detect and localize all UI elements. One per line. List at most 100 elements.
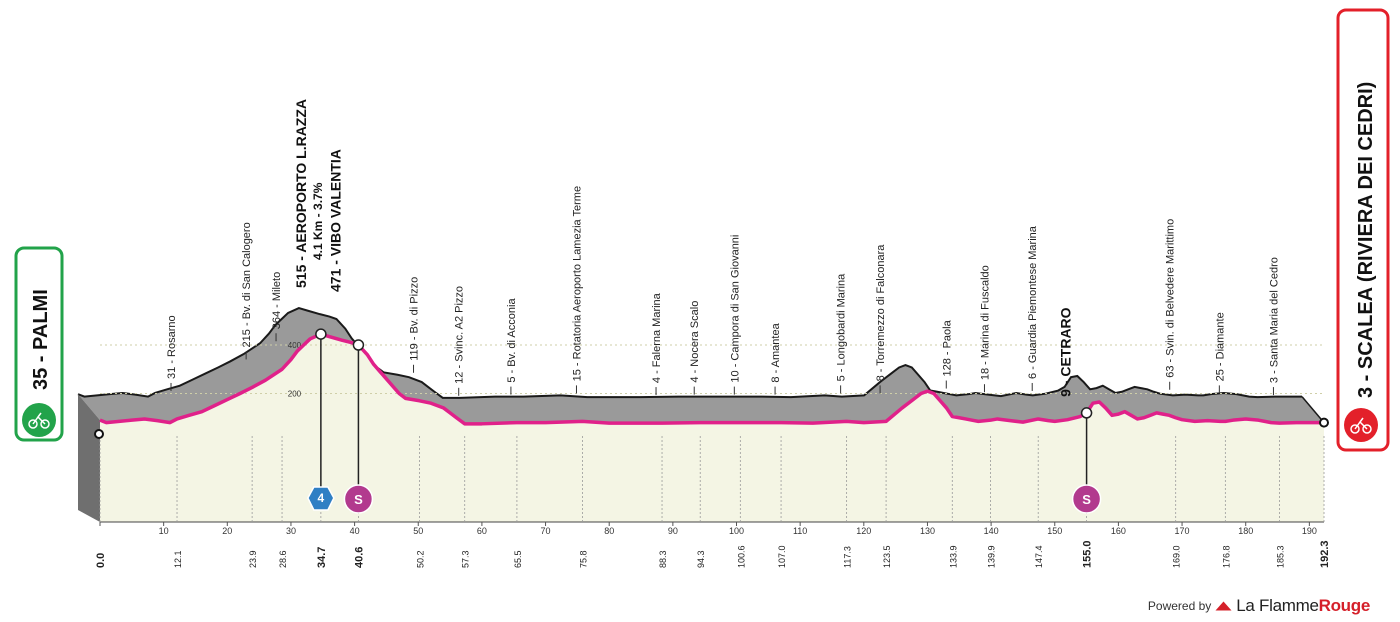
x-tick-label: 80 — [604, 526, 614, 536]
km-label: 192.3 — [1319, 540, 1331, 568]
waypoint-label: 4 - Nocera Scalo — [689, 301, 701, 383]
km-label: 23.9 — [248, 550, 258, 568]
start-bike-icon — [22, 403, 56, 437]
start-finish: 35 - PALMI 3 - SCALEA (RIVIERA DEI CEDRI) — [14, 8, 1390, 452]
sprint-symbol: S — [354, 492, 363, 507]
km-label: 100.6 — [736, 545, 746, 568]
km-label: 0.0 — [95, 553, 107, 568]
km-label: 57.3 — [461, 550, 471, 568]
x-tick-label: 140 — [984, 526, 999, 536]
km-label: 147.4 — [1034, 545, 1044, 568]
sprint-label: 471 - VIBO VALENTIA — [327, 149, 343, 292]
x-tick-label: 10 — [159, 526, 169, 536]
km-marks: 0.0 12.1 23.9 28.6 34.7 40.6 50.2 57.3 65.5 75.8 8… — [95, 436, 1331, 568]
sprint-symbol: S — [1082, 492, 1091, 507]
x-tick-label: 70 — [541, 526, 551, 536]
km-label: 123.5 — [882, 545, 892, 568]
start-bike-wheel-b — [40, 419, 50, 429]
relief-ridge-line — [77, 307, 1302, 399]
km-label: 75.8 — [578, 550, 588, 568]
waypoint-label: 25 - Diamante — [1214, 312, 1226, 381]
powered-by-label: Powered by — [1147, 599, 1212, 613]
km-label: 107.0 — [777, 545, 787, 568]
waypoint-label: 8 - Torremezzo di Falconara — [875, 244, 887, 382]
waypoint-label: 8 - Amantea — [770, 322, 782, 382]
relief-right-edge — [1301, 396, 1325, 424]
ground-area — [100, 334, 1324, 523]
climb-point — [315, 328, 327, 340]
climb-category-icon — [307, 486, 335, 511]
x-tick-label: 90 — [668, 526, 678, 536]
brand-name: La FlammeRouge — [1236, 596, 1370, 616]
relief-band — [77, 307, 1325, 522]
elevation-profile — [99, 332, 1324, 426]
special-marks: 4 515 - AEROPORTO L.RAZZA 4.1 Km - 3.7% S 47… — [293, 99, 1102, 514]
km-label: 139.9 — [986, 545, 996, 568]
x-tick-label: 170 — [1175, 526, 1190, 536]
km-label: 28.6 — [278, 550, 288, 568]
sprint-label: 9 - CETRARO — [1058, 307, 1074, 397]
x-tick-label: 150 — [1047, 526, 1062, 536]
climb-label: 515 - AEROPORTO L.RAZZA — [293, 99, 309, 288]
km-label: 65.5 — [513, 550, 523, 568]
finish-box — [1336, 8, 1390, 452]
x-tick-label: 190 — [1302, 526, 1317, 536]
x-tick-label: 130 — [920, 526, 935, 536]
waypoint-label: 3 - Santa Maria del Cedro — [1268, 257, 1280, 383]
x-tick-label: 50 — [413, 526, 423, 536]
waypoint-label: 128 - Paola — [941, 319, 953, 376]
brand-part-a: La Flamme — [1236, 596, 1319, 615]
waypoint-label: 6 - Guardia Piemontese Marina — [1027, 225, 1039, 379]
start-label: 35 - PALMI — [30, 289, 52, 390]
sprint-icon — [343, 484, 374, 514]
waypoint-label: 215 - Bv. di San Calogero — [241, 222, 253, 347]
km-label: 176.8 — [1221, 545, 1231, 568]
waypoint-label: 5 - Bv. di Acconia — [506, 298, 518, 383]
finish-bike-frame — [1354, 417, 1368, 430]
start-box — [14, 246, 64, 442]
km-label: 133.9 — [948, 545, 958, 568]
waypoint-label: 15 - Rotatoria Aeroporto Lamezia Terme — [571, 186, 583, 381]
finish-label: 3 - SCALEA (RIVIERA DEI CEDRI) — [1355, 82, 1377, 398]
waypoints: 31 - Rosarno 215 - Bv. di San Calogero 364… — [166, 186, 1280, 396]
km-label: 117.3 — [843, 546, 853, 568]
start-point — [94, 429, 104, 439]
km-label: 88.3 — [658, 550, 668, 568]
km-label: 50.2 — [416, 550, 426, 568]
x-tick-label: 60 — [477, 526, 487, 536]
sprint-point — [352, 339, 365, 351]
finish-point — [1319, 417, 1329, 428]
x-tick-label: 180 — [1238, 526, 1253, 536]
x-tick-label: 30 — [286, 526, 296, 536]
waypoint-label: 364 - Mileto — [271, 272, 283, 329]
waypoint-label: 4 - Falerna Marina — [651, 292, 663, 383]
x-tick-label: 100 — [729, 526, 744, 536]
climb-detail: 4.1 Km - 3.7% — [311, 182, 325, 260]
gridlines: 200 400 — [100, 341, 1324, 399]
sprint-point — [1080, 407, 1093, 419]
credit: Powered by La FlammeRouge — [1148, 596, 1370, 616]
waypoint-label: 119 - Bv. di Pizzo — [409, 277, 421, 361]
finish-bike-icon — [1344, 408, 1378, 442]
y-tick-label: 200 — [288, 390, 302, 399]
x-tick-label: 40 — [350, 526, 360, 536]
km-label: 40.6 — [353, 547, 365, 568]
km-label: 169.0 — [1172, 545, 1182, 568]
sprint-icon — [1071, 484, 1102, 514]
relief-fill — [78, 308, 1324, 424]
km-label: 94.3 — [696, 550, 706, 568]
waypoint-label: 10 - Campora di San Giovanni — [729, 235, 741, 383]
x-tick-label: 110 — [793, 526, 807, 536]
relief-side-wall — [78, 394, 100, 522]
start-bike-wheel-a — [28, 419, 38, 429]
ground-fill — [100, 334, 1324, 522]
y-tick-label: 400 — [288, 341, 302, 350]
waypoint-label: 5 - Longobardi Marina — [836, 273, 848, 382]
waypoint-label: 31 - Rosarno — [166, 315, 178, 379]
finish-bike-wheel-b — [1362, 424, 1372, 434]
x-tick-label: 160 — [1111, 526, 1126, 536]
km-label: 12.1 — [173, 550, 183, 568]
x-tick-label: 120 — [856, 526, 871, 536]
brand-part-b: Rouge — [1318, 596, 1371, 615]
